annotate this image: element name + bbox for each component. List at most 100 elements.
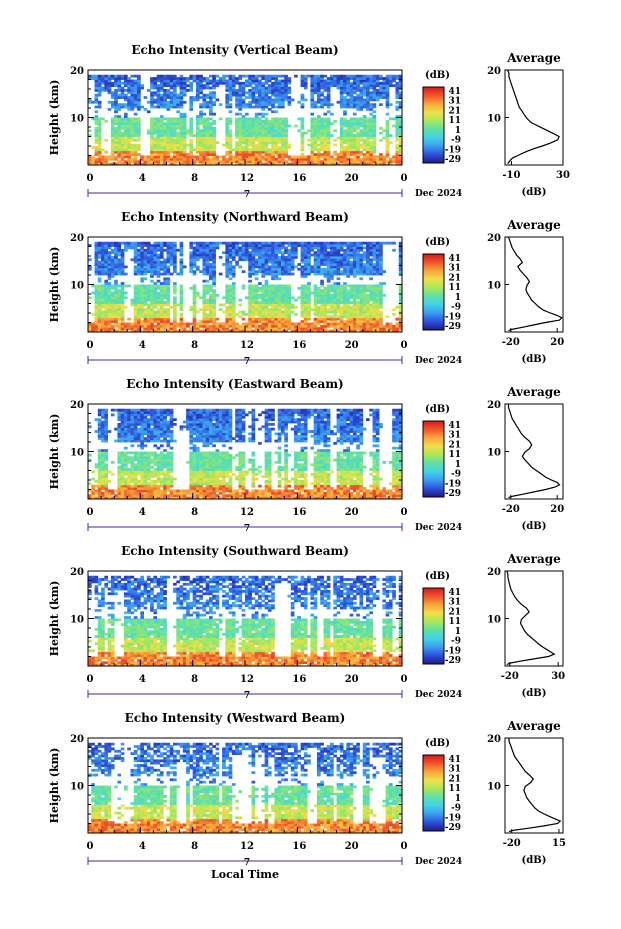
x-tick-label: 20 xyxy=(345,173,359,184)
colorbar-tick-label: 31 xyxy=(448,598,461,608)
x-tick-label: 12 xyxy=(240,674,254,685)
heatmap-cells xyxy=(88,575,403,667)
x-tick-label: 8 xyxy=(191,173,198,184)
x-tick-label: 8 xyxy=(191,841,198,852)
x-tick-label: 4 xyxy=(139,173,146,184)
average-frame xyxy=(504,69,564,166)
x-tick-label: 12 xyxy=(240,173,254,184)
colorbar-tick-label: -29 xyxy=(445,823,461,833)
colorbar xyxy=(422,86,445,164)
avg-x-label: (dB) xyxy=(522,855,547,866)
colorbar-tick-label: 21 xyxy=(448,440,461,450)
avg-x-tick-label: -10 xyxy=(502,170,520,181)
avg-y-tick-label: 20 xyxy=(487,66,501,77)
x-tick-label: 8 xyxy=(191,340,198,351)
colorbar-tick-label: -19 xyxy=(445,646,461,656)
y-axis-label: Height (km) xyxy=(48,80,61,156)
colorbar xyxy=(422,253,445,331)
avg-x-tick-label: -20 xyxy=(503,838,521,849)
x-tick-label: 0 xyxy=(401,841,408,852)
y-tick-label: 10 xyxy=(70,615,84,626)
x-tick-label: 12 xyxy=(240,507,254,518)
colorbar-tick-label: 21 xyxy=(448,607,461,617)
avg-y-tick-label: 10 xyxy=(487,615,501,626)
date-tick-label: 7 xyxy=(244,858,250,868)
colorbar-tick-label: -29 xyxy=(445,489,461,499)
avg-x-tick-label: 15 xyxy=(552,838,566,849)
avg-x-label: (dB) xyxy=(522,354,547,365)
colorbar-tick-label: 11 xyxy=(448,283,461,293)
avg-x-label: (dB) xyxy=(522,187,547,198)
x-tick-label: 4 xyxy=(139,841,146,852)
x-tick-label: 0 xyxy=(87,173,94,184)
x-tick-label: 20 xyxy=(345,507,359,518)
y-tick-label: 20 xyxy=(70,734,84,745)
average-title: Average xyxy=(506,719,561,733)
x-tick-label: 4 xyxy=(139,674,146,685)
colorbar-tick-label: -19 xyxy=(445,479,461,489)
heatmap-cells xyxy=(88,742,403,834)
x-tick-label: 20 xyxy=(345,674,359,685)
colorbar-unit: (dB) xyxy=(425,571,450,582)
x-tick-label: 0 xyxy=(87,507,94,518)
colorbar-tick-label: -9 xyxy=(451,637,461,647)
colorbar-tick-label: 1 xyxy=(455,794,461,804)
y-tick-label: 10 xyxy=(70,281,84,292)
y-axis-label: Height (km) xyxy=(48,748,61,824)
colorbar-tick-label: 21 xyxy=(448,774,461,784)
y-axis-label: Height (km) xyxy=(48,247,61,323)
colorbar-tick-label: -19 xyxy=(445,145,461,155)
colorbar-tick-label: -9 xyxy=(451,470,461,480)
colorbar-tick-label: 31 xyxy=(448,431,461,441)
heatmap-cells xyxy=(88,408,403,500)
date-label: Dec 2024 xyxy=(415,189,462,199)
x-tick-label: 16 xyxy=(292,173,306,184)
avg-y-tick-label: 10 xyxy=(487,114,501,125)
colorbar xyxy=(422,754,445,832)
colorbar-unit: (dB) xyxy=(425,237,450,248)
date-label: Dec 2024 xyxy=(415,857,462,867)
avg-x-tick-label: 30 xyxy=(551,671,565,682)
avg-y-tick-label: 20 xyxy=(487,734,501,745)
average-title: Average xyxy=(506,218,561,232)
y-tick-label: 10 xyxy=(70,448,84,459)
colorbar-tick-label: 41 xyxy=(448,421,461,431)
colorbar-tick-label: 11 xyxy=(448,450,461,460)
colorbar-tick-label: 21 xyxy=(448,273,461,283)
avg-y-tick-label: 10 xyxy=(487,281,501,292)
y-tick-label: 20 xyxy=(70,400,84,411)
colorbar-tick-label: -29 xyxy=(445,322,461,332)
average-frame xyxy=(504,570,564,667)
avg-x-label: (dB) xyxy=(522,688,547,699)
panel-title: Echo Intensity (Northward Beam) xyxy=(121,210,349,224)
y-tick-label: 20 xyxy=(70,66,84,77)
avg-x-tick-label: 30 xyxy=(556,170,570,181)
colorbar-tick-label: -29 xyxy=(445,656,461,666)
avg-x-tick-label: -20 xyxy=(502,337,520,348)
average-profile-line xyxy=(507,236,563,332)
date-label: Dec 2024 xyxy=(415,356,462,366)
avg-y-tick-label: 10 xyxy=(487,448,501,459)
panel-title: Echo Intensity (Eastward Beam) xyxy=(126,377,343,391)
panel-0: Echo Intensity (Vertical Beam) 20 10 0 4 8 12 1… xyxy=(48,43,570,200)
x-tick-label: 12 xyxy=(240,340,254,351)
average-frame xyxy=(504,403,564,500)
colorbar-tick-label: 41 xyxy=(448,254,461,264)
avg-x-tick-label: 20 xyxy=(550,504,564,515)
colorbar xyxy=(422,587,445,665)
x-tick-label: 16 xyxy=(292,340,306,351)
colorbar-unit: (dB) xyxy=(425,70,450,81)
avg-x-tick-label: 20 xyxy=(550,337,564,348)
colorbar-tick-label: 1 xyxy=(455,460,461,470)
average-profile-line xyxy=(508,738,562,833)
colorbar-tick-label: 1 xyxy=(455,293,461,303)
colorbar-tick-label: -29 xyxy=(445,155,461,165)
heatmap-cells xyxy=(88,241,403,333)
x-tick-label: 4 xyxy=(139,340,146,351)
panel-title: Echo Intensity (Vertical Beam) xyxy=(131,43,338,57)
colorbar-tick-label: 1 xyxy=(455,627,461,637)
